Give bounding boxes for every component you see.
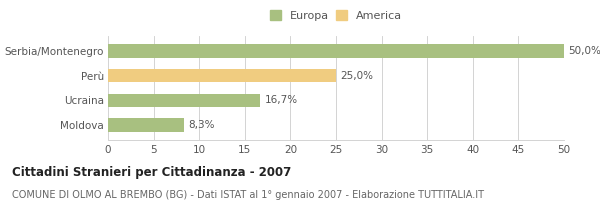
Bar (108, 69, 336, 82)
Text: COMUNE DI OLMO AL BREMBO (BG) - Dati ISTAT al 1° gennaio 2007 - Elaborazione TUT: COMUNE DI OLMO AL BREMBO (BG) - Dati IST… (12, 190, 484, 200)
Text: 16,7%: 16,7% (265, 95, 298, 105)
Bar (108, 94, 260, 107)
Bar (108, 44, 564, 58)
Legend: Europa, America: Europa, America (268, 8, 404, 23)
Text: Cittadini Stranieri per Cittadinanza - 2007: Cittadini Stranieri per Cittadinanza - 2… (12, 166, 291, 179)
Text: 50,0%: 50,0% (569, 46, 600, 56)
Text: 25,0%: 25,0% (341, 71, 374, 81)
Bar (108, 118, 184, 132)
Text: 8,3%: 8,3% (188, 120, 215, 130)
